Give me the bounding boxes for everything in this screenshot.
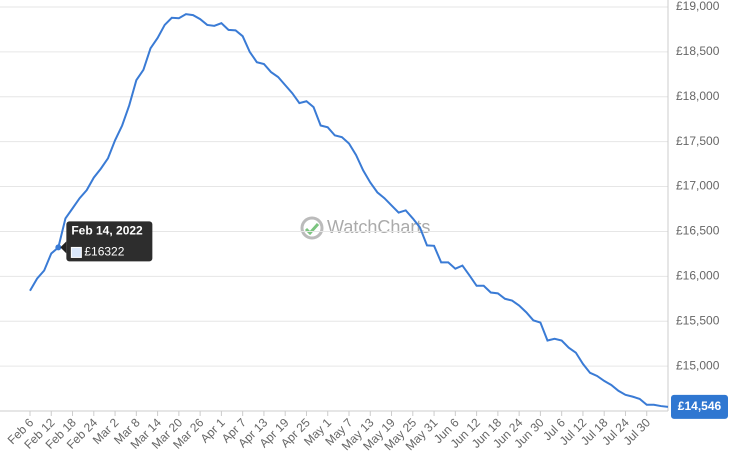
- y-tick-label: £15,000: [676, 358, 720, 372]
- y-tick-label: £15,500: [676, 313, 720, 327]
- tooltip-title: Feb 14, 2022: [71, 224, 143, 238]
- y-tick-label: £19,000: [676, 0, 720, 13]
- tooltip-value: £16322: [84, 245, 124, 259]
- watermark: WatchCharts: [300, 216, 430, 240]
- y-tick-label: £17,000: [676, 179, 720, 193]
- y-tick-label: £16,000: [676, 269, 720, 283]
- tooltip: Feb 14, 2022 £16322: [60, 221, 153, 262]
- tooltip-box: [60, 241, 67, 254]
- y-tick-label: £18,000: [676, 89, 720, 103]
- tooltip-point: [55, 244, 62, 251]
- tooltip-box: [66, 221, 153, 262]
- y-tick-label: £18,500: [676, 44, 720, 58]
- y-tick-label: £16,500: [676, 224, 720, 238]
- current-price-label: £14,546: [678, 399, 722, 413]
- tooltip-swatch: [70, 246, 82, 258]
- price-line: [29, 13, 669, 408]
- y-tick-label: £17,500: [676, 134, 720, 148]
- watermark-icon: [300, 216, 324, 240]
- watermark-check: [304, 223, 320, 236]
- current-price-badge: [671, 394, 728, 419]
